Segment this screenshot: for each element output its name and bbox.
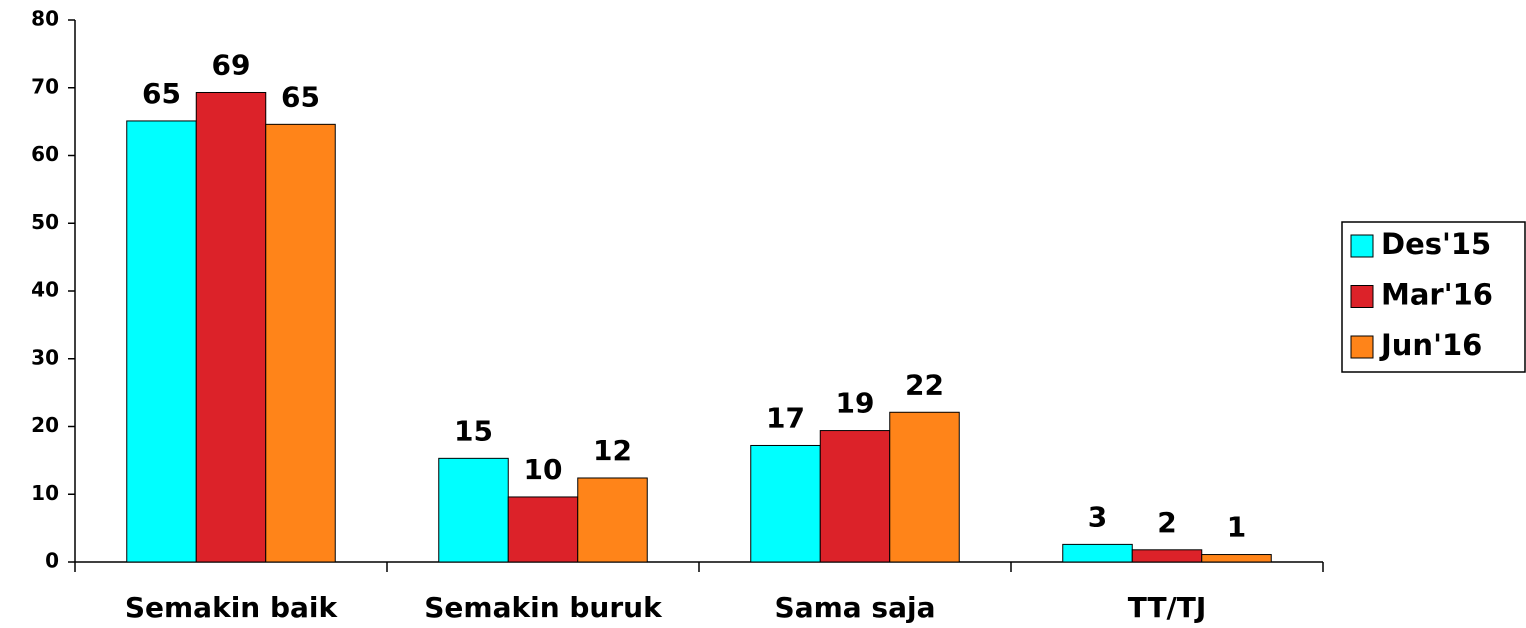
data-label: 19 (836, 387, 875, 420)
bar (889, 411, 960, 563)
y-tick-label: 30 (31, 345, 59, 369)
y-tick-label: 70 (31, 74, 59, 98)
data-label: 15 (454, 414, 493, 447)
y-tick-label: 40 (31, 278, 59, 302)
y-tick-label: 20 (31, 413, 59, 437)
bar (1201, 554, 1272, 563)
x-tick-label: TT/TJ (1128, 591, 1207, 624)
bar (1131, 549, 1203, 563)
legend-swatch (1350, 335, 1374, 359)
data-label: 1 (1227, 511, 1246, 544)
bar (265, 123, 336, 563)
data-label: 69 (212, 48, 251, 81)
bar (438, 457, 509, 563)
bar (507, 496, 579, 563)
y-tick-label: 0 (45, 549, 59, 573)
data-label: 12 (593, 434, 632, 467)
data-label: 65 (142, 77, 181, 110)
legend-swatch (1350, 285, 1374, 308)
data-label: 22 (905, 368, 944, 401)
bar (1062, 543, 1133, 563)
bar (195, 91, 267, 563)
data-label: 10 (524, 453, 563, 486)
legend-label: Mar'16 (1381, 278, 1493, 312)
bar (750, 444, 821, 563)
legend-swatch (1350, 234, 1374, 258)
y-tick-label: 10 (31, 481, 59, 505)
legend-label: Jun'16 (1379, 328, 1482, 362)
data-label: 3 (1088, 500, 1107, 533)
bar (819, 430, 891, 563)
data-label: 17 (766, 401, 805, 434)
x-tick-label: Sama saja (775, 591, 936, 624)
data-label: 2 (1157, 506, 1176, 539)
data-label: 65 (281, 80, 320, 113)
y-tick-label: 50 (31, 210, 59, 234)
y-tick-label: 80 (31, 7, 59, 31)
x-tick-label: Semakin buruk (424, 591, 663, 624)
legend-label: Des'15 (1381, 227, 1491, 261)
x-tick-label: Semakin baik (125, 591, 339, 624)
bar (577, 477, 648, 563)
bar (126, 120, 197, 563)
y-tick-label: 60 (31, 142, 59, 166)
